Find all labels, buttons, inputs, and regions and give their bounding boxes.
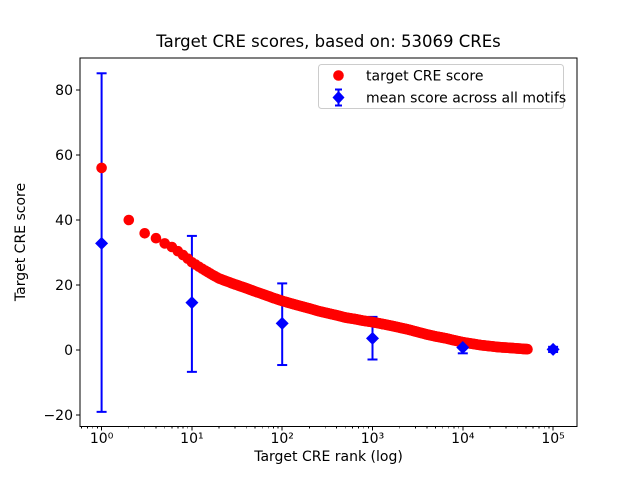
mean-score-diamond	[456, 340, 470, 354]
mean-score-diamond	[365, 331, 379, 345]
target-score-dot	[139, 228, 150, 239]
legend-target-marker-icon	[333, 70, 344, 81]
y-tick-label: 40	[55, 213, 73, 229]
legend: target CRE score mean score across all m…	[318, 64, 566, 109]
mean-score-diamond	[95, 236, 109, 250]
mean-score-diamond	[275, 316, 289, 330]
x-tick-label: 10⁰	[90, 431, 114, 447]
legend-label-mean: mean score across all motifs	[366, 91, 566, 107]
legend-label-target: target CRE score	[366, 69, 483, 85]
x-tick-labels: 10⁰ 10¹ 10² 10³ 10⁴ 10⁵	[90, 431, 565, 447]
x-major-ticks	[101, 426, 554, 431]
chart-title: Target CRE scores, based on: 53069 CREs	[155, 32, 501, 51]
plot-border	[79, 57, 578, 427]
x-axis-label: Target CRE rank (log)	[253, 449, 403, 465]
y-tick-label: 60	[55, 148, 73, 164]
x-minor-ticks	[81, 426, 550, 429]
target-score-dot	[522, 343, 533, 355]
target-score-dot	[150, 232, 162, 244]
mean-score-diamond	[546, 342, 560, 356]
series-mean-markers	[95, 236, 560, 356]
x-tick-label: 10⁵	[541, 431, 564, 447]
x-tick-label: 10¹	[180, 431, 203, 447]
x-tick-label: 10³	[361, 431, 384, 447]
legend-box	[318, 64, 564, 109]
mean-score-diamond	[185, 296, 199, 310]
y-tick-label: 80	[55, 83, 73, 99]
x-tick-label: 10²	[270, 431, 293, 447]
y-axis-label: Target CRE score	[13, 183, 29, 302]
y-tick-label: 0	[64, 343, 73, 359]
y-tick-label: 20	[55, 278, 73, 294]
y-tick-label: −20	[43, 408, 73, 424]
legend-mean-marker-icon	[332, 88, 345, 107]
target-score-dot	[123, 214, 135, 226]
y-major-ticks	[76, 89, 80, 416]
x-tick-label: 10⁴	[451, 431, 475, 447]
y-tick-labels: −20 0 20 40 60 80	[43, 83, 73, 424]
series-target-points	[96, 162, 533, 355]
target-score-dot	[96, 162, 107, 174]
